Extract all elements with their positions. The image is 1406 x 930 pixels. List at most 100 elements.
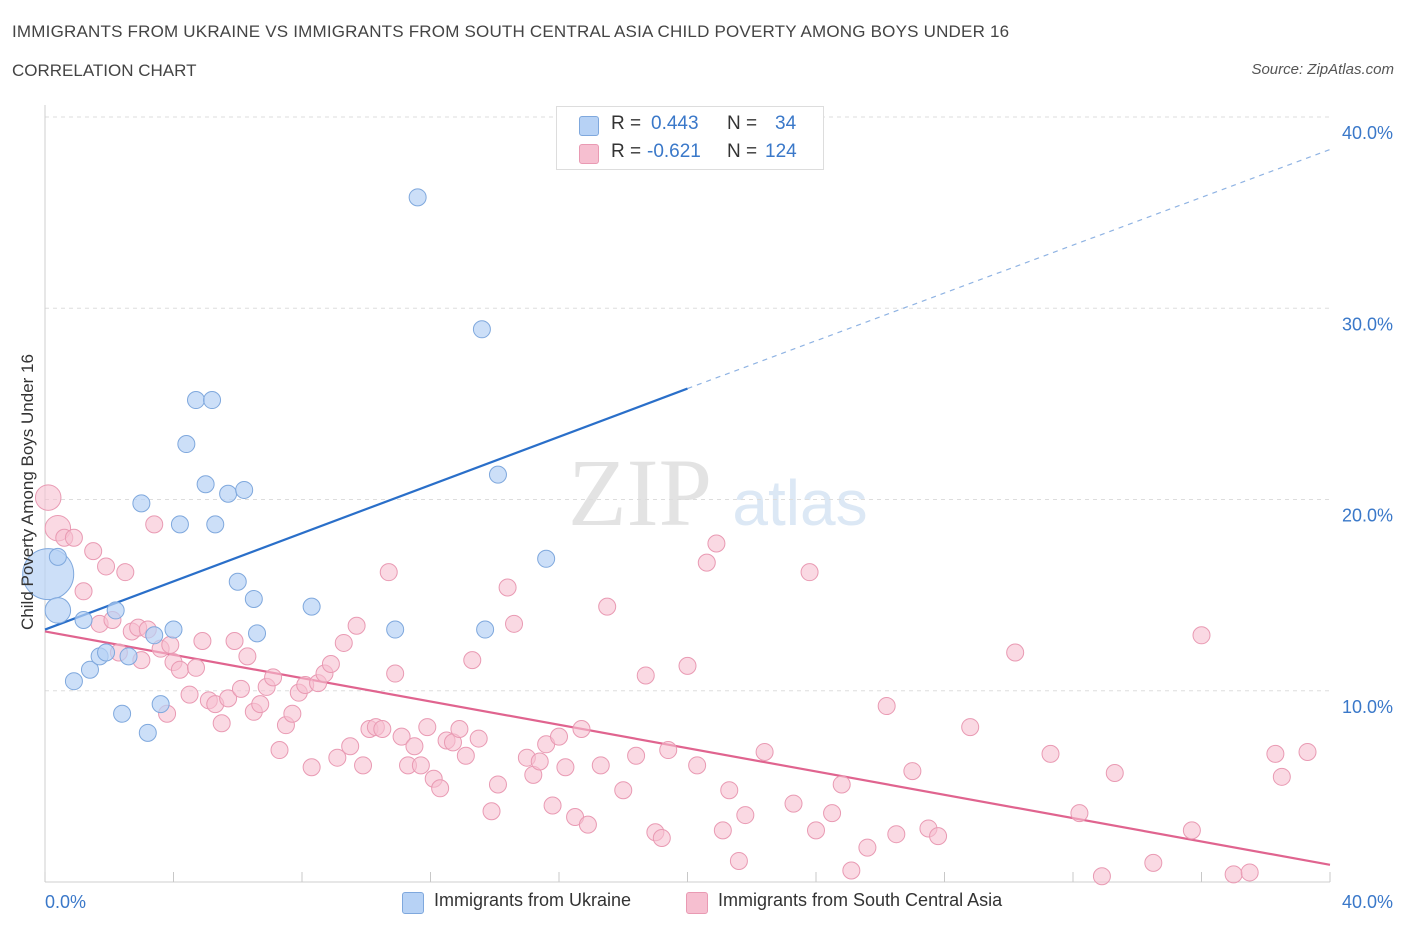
data-point-sca xyxy=(219,689,238,708)
data-point-sca xyxy=(1041,744,1060,763)
data-point-sca xyxy=(97,557,116,576)
data-point-sca xyxy=(74,582,93,601)
data-point-sca xyxy=(530,752,549,771)
trend-line-ukraine-projection xyxy=(687,148,1331,390)
data-point-ukraine xyxy=(537,549,556,568)
data-point-sca xyxy=(84,542,103,561)
data-point-ukraine xyxy=(138,723,157,742)
data-point-ukraine xyxy=(472,320,491,339)
data-point-sca xyxy=(591,756,610,775)
data-point-ukraine xyxy=(113,704,132,723)
legend-sca-r: -0.621 xyxy=(647,141,701,162)
data-point-sca xyxy=(411,756,430,775)
data-point-sca xyxy=(116,563,135,582)
x-tick-label: 40.0% xyxy=(1342,892,1393,912)
bottom-legend-swatch-sca xyxy=(686,892,708,914)
data-point-sca xyxy=(212,714,231,733)
data-point-ukraine xyxy=(119,647,138,666)
data-point-sca xyxy=(659,741,678,760)
data-point-ukraine xyxy=(44,597,72,624)
data-point-sca xyxy=(1266,744,1285,763)
data-point-sca xyxy=(238,647,257,666)
y-tick-label: 40.0% xyxy=(1342,123,1393,143)
x-tick-label: 0.0% xyxy=(45,892,86,912)
legend-swatch-sca xyxy=(579,144,599,164)
legend-r-label: R = xyxy=(611,141,642,162)
data-point-ukraine xyxy=(164,620,183,639)
data-point-sca xyxy=(161,635,180,654)
data-point-ukraine xyxy=(476,620,495,639)
data-point-sca xyxy=(347,616,366,635)
data-point-ukraine xyxy=(64,672,83,691)
data-point-ukraine xyxy=(106,601,125,620)
data-point-sca xyxy=(328,748,347,767)
data-point-ukraine xyxy=(228,572,247,591)
data-point-sca xyxy=(729,851,748,870)
data-point-sca xyxy=(877,697,896,716)
data-point-sca xyxy=(1006,643,1025,662)
data-point-sca xyxy=(713,821,732,840)
legend-ukraine-r: 0.443 xyxy=(651,113,699,134)
data-point-sca xyxy=(697,553,716,572)
data-point-ukraine xyxy=(386,620,405,639)
data-point-sca xyxy=(354,756,373,775)
data-point-ukraine xyxy=(48,547,67,566)
data-point-sca xyxy=(145,515,164,534)
data-point-sca xyxy=(1192,626,1211,645)
data-point-sca xyxy=(469,729,488,748)
data-point-sca xyxy=(186,658,205,677)
data-point-ukraine xyxy=(244,589,263,608)
data-point-sca xyxy=(450,720,469,738)
data-point-sca xyxy=(64,528,83,547)
data-point-ukraine xyxy=(248,624,267,643)
data-point-sca xyxy=(598,597,617,616)
data-point-ukraine xyxy=(97,643,116,662)
data-point-sca xyxy=(887,825,906,844)
data-point-ukraine xyxy=(145,626,164,645)
chart-title: IMMIGRANTS FROM UKRAINE VS IMMIGRANTS FR… xyxy=(12,22,1010,41)
data-point-sca xyxy=(961,718,980,737)
data-point-sca xyxy=(929,827,948,846)
data-point-sca xyxy=(800,563,819,582)
data-point-sca xyxy=(550,727,568,746)
data-point-sca xyxy=(678,656,697,675)
source-label: Source: ZipAtlas.com xyxy=(1251,61,1394,78)
data-point-sca xyxy=(1224,865,1243,884)
legend-n-label: N = xyxy=(727,141,758,162)
data-point-sca xyxy=(482,802,501,821)
data-point-sca xyxy=(556,758,575,777)
data-point-sca xyxy=(614,781,633,800)
data-point-sca xyxy=(505,614,524,633)
data-point-sca xyxy=(251,695,270,714)
bottom-legend-swatch-ukraine xyxy=(402,892,424,914)
data-point-sca xyxy=(379,563,398,582)
tick-labels: 10.0% 20.0% 30.0% 40.0% 0.0% 40.0% xyxy=(45,123,1393,912)
data-point-sca xyxy=(302,758,321,777)
legend-r-label: R = xyxy=(611,113,642,134)
data-point-sca xyxy=(386,664,405,683)
data-point-sca xyxy=(572,720,591,738)
data-point-ukraine xyxy=(177,435,196,454)
data-point-ukraine xyxy=(302,597,321,616)
data-point-ukraine xyxy=(203,391,222,410)
data-point-sca xyxy=(755,742,774,761)
y-tick-label: 10.0% xyxy=(1342,697,1393,717)
chart-subtitle: CORRELATION CHART xyxy=(12,61,197,80)
data-point-sca xyxy=(341,737,360,756)
data-point-sca xyxy=(903,762,922,781)
data-point-sca xyxy=(807,821,825,840)
watermark-atlas: atlas xyxy=(732,467,867,539)
data-point-sca xyxy=(1105,763,1124,782)
data-point-sca xyxy=(1272,767,1291,786)
data-point-sca xyxy=(858,838,877,857)
y-tick-label: 30.0% xyxy=(1342,314,1393,334)
watermark-zip: ZIP xyxy=(568,439,712,546)
data-point-ukraine xyxy=(206,515,225,534)
data-point-ukraine xyxy=(170,515,189,534)
data-point-sca xyxy=(334,633,353,652)
data-point-sca xyxy=(636,666,655,685)
grid xyxy=(45,116,1330,692)
data-point-sca xyxy=(652,829,671,848)
data-point-sca xyxy=(1144,853,1163,872)
